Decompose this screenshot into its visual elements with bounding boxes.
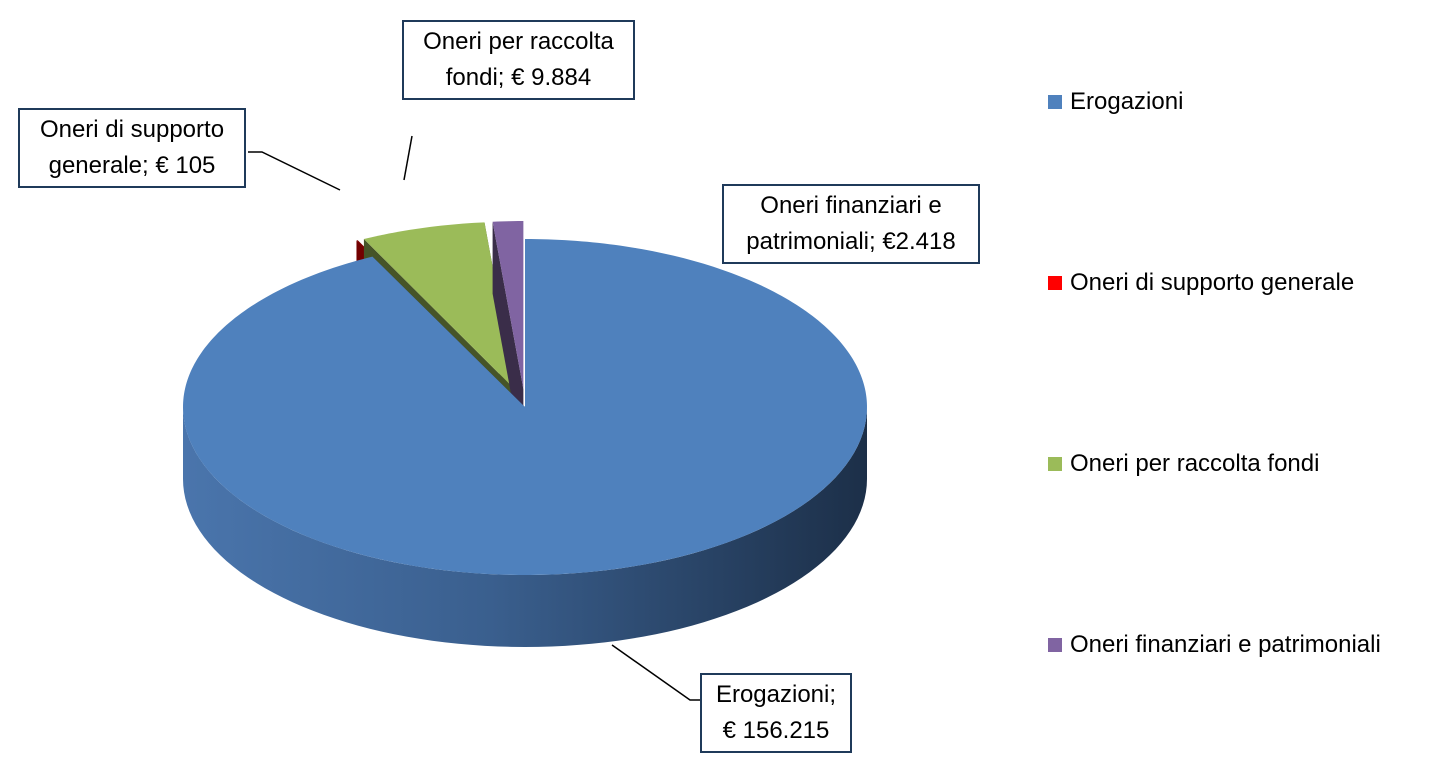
legend-swatch [1048,95,1062,109]
legend-item: Oneri finanziari e patrimoniali [1048,631,1381,659]
slice [363,222,516,390]
leader-line [248,151,341,191]
legend-swatch [1048,276,1062,290]
slice [183,239,867,575]
data-label: Oneri di supporto generale; € 105 [18,108,246,188]
legend-item: Oneri per raccolta fondi [1048,450,1319,478]
legend-item: Erogazioni [1048,88,1183,116]
leader-line [403,135,413,181]
legend-swatch [1048,638,1062,652]
slice [492,221,524,390]
legend-item: Oneri di supporto generale [1048,269,1354,297]
legend-swatch [1048,457,1062,471]
slice-side [183,407,867,647]
slices [183,221,867,647]
legend-label: Oneri di supporto generale [1070,269,1355,296]
legend-label: Oneri per raccolta fondi [1070,450,1320,477]
legend-label: Erogazioni [1070,88,1184,115]
leader-line [611,644,700,701]
data-label: Erogazioni; € 156.215 [700,673,852,753]
data-label: Oneri per raccolta fondi; € 9.884 [402,20,635,100]
legend-label: Oneri finanziari e patrimoniali [1070,631,1381,658]
data-label: Oneri finanziari e patrimoniali; €2.418 [722,184,980,264]
